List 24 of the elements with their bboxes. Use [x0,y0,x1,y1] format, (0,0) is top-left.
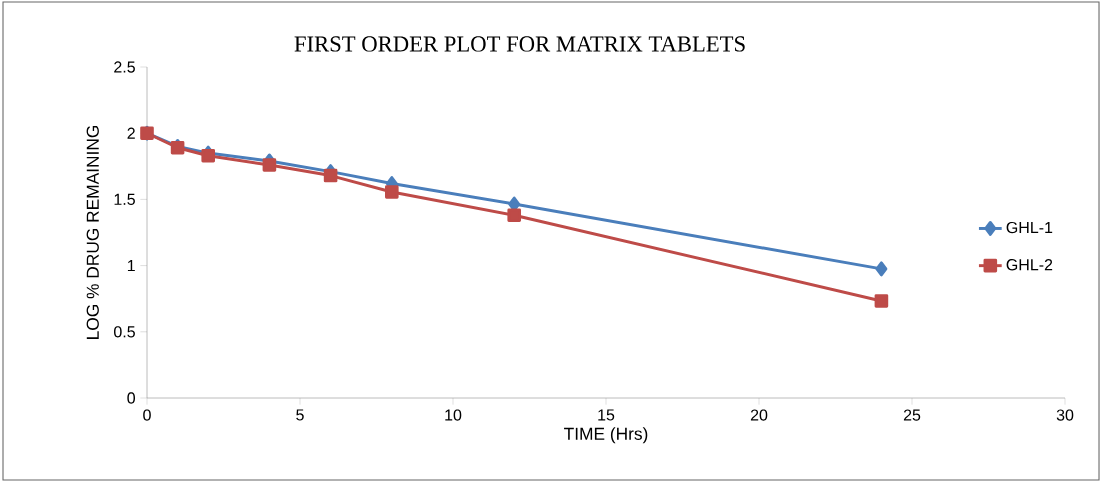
y-tick-label: 1.5 [114,193,135,205]
x-tick-label: 20 [750,409,768,421]
point [385,185,399,199]
point [507,208,522,223]
y-tick-label: 2 [127,127,135,139]
y-axis-title: LOG % DRUG REMAINING [86,125,99,339]
legend-label: GHL-2 [1006,259,1053,271]
point [323,168,338,183]
x-tick-label: 25 [903,409,921,421]
point [875,261,888,277]
y-tick-label: 2.5 [114,61,135,73]
x-tick-label: 10 [445,409,462,421]
y-tick-label: 0 [127,392,136,404]
point [262,158,277,172]
legend-label: GHL-1 [1006,221,1053,234]
x-tick-label: 30 [1056,409,1074,421]
x-tick-label: 15 [598,409,615,421]
x-axis-title: TIME (Hrs) [564,427,648,444]
chart-title: FIRST ORDER PLOT FOR MATRIX TABLETS [294,36,745,52]
y-tick-label: 1 [127,260,135,272]
x-tick-label: 0 [143,409,151,421]
point [874,294,889,308]
y-tick-label: 0.5 [114,326,135,338]
x-tick-label: 5 [296,409,304,421]
